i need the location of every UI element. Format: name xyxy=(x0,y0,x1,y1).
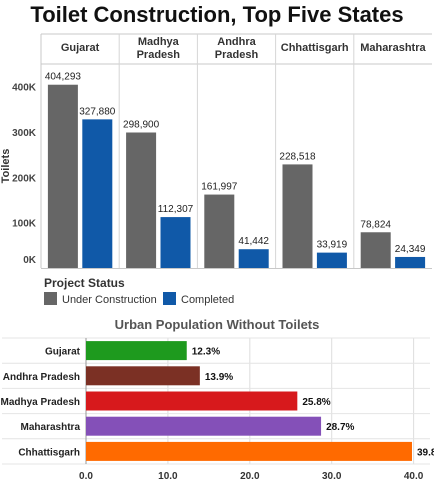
bar-under-construction-madhya-pradesh xyxy=(126,132,157,268)
data-label-completed-gujarat: 327,880 xyxy=(79,106,116,117)
data-label-under-construction-chhattisgarh: 228,518 xyxy=(279,151,316,162)
hbar-label-andhra-pradesh: 13.9% xyxy=(205,372,233,383)
row-label-gujarat: Gujarat xyxy=(45,347,81,358)
bar-under-construction-gujarat xyxy=(47,84,78,268)
data-label-completed-madhya-pradesh: 112,307 xyxy=(158,204,194,215)
bar-completed-maharashtra xyxy=(395,256,426,268)
bar-completed-gujarat xyxy=(82,119,113,268)
legend-title: Project Status xyxy=(44,276,125,290)
y-tick-200k: 200K xyxy=(12,173,37,184)
data-label-completed-maharashtra: 24,349 xyxy=(395,244,426,255)
hbar-label-gujarat: 12.3% xyxy=(192,347,220,358)
category-header-andhra-pradesh: Andhra Pradesh xyxy=(215,36,259,61)
data-label-under-construction-gujarat: 404,293 xyxy=(45,72,82,83)
data-label-under-construction-maharashtra: 78,824 xyxy=(360,219,391,230)
hbar-chhattisgarh xyxy=(86,441,412,461)
bar-completed-chhattisgarh xyxy=(316,252,347,268)
chart2-title: Urban Population Without Toilets xyxy=(115,317,320,332)
data-label-completed-chhattisgarh: 33,919 xyxy=(317,240,348,251)
y-tick-100k: 100K xyxy=(12,219,37,230)
row-label-andhra-pradesh: Andhra Pradesh xyxy=(3,372,80,383)
row-label-madhya-pradesh: Madhya Pradesh xyxy=(1,397,80,408)
hbar-madhya-pradesh xyxy=(86,391,298,411)
data-label-under-construction-madhya-pradesh: 298,900 xyxy=(123,119,160,130)
category-header-maharashtra: Maharashtra xyxy=(360,42,426,54)
x-tick-0-0: 0.0 xyxy=(79,471,93,482)
bar-under-construction-chhattisgarh xyxy=(282,164,313,268)
legend-label-under-construction: Under Construction xyxy=(62,294,157,306)
legend-swatch-under-construction xyxy=(44,292,57,305)
y-tick-400k: 400K xyxy=(12,83,37,94)
x-tick-10-0: 10.0 xyxy=(158,471,178,482)
x-tick-20-0: 20.0 xyxy=(240,471,260,482)
chart-title: Toilet Construction, Top Five States xyxy=(30,2,403,27)
y-tick-300k: 300K xyxy=(12,128,37,139)
hbar-label-maharashtra: 28.7% xyxy=(326,422,354,433)
hbar-andhra-pradesh xyxy=(86,366,200,386)
bar-under-construction-andhra-pradesh xyxy=(204,194,235,268)
category-header-chhattisgarh: Chhattisgarh xyxy=(281,42,349,54)
category-header-gujarat: Gujarat xyxy=(61,42,100,54)
row-label-chhattisgarh: Chhattisgarh xyxy=(18,447,80,458)
bar-completed-andhra-pradesh xyxy=(238,249,269,268)
data-label-under-construction-andhra-pradesh: 161,997 xyxy=(201,182,238,193)
legend-swatch-completed xyxy=(163,292,176,305)
x-tick-30-0: 30.0 xyxy=(322,471,342,482)
hbar-label-chhattisgarh: 39.8% xyxy=(417,447,434,458)
hbar-gujarat xyxy=(86,341,187,361)
y-axis-label: Toilets xyxy=(0,149,12,184)
hbar-label-madhya-pradesh: 25.8% xyxy=(302,397,330,408)
category-header-madhya-pradesh: Madhya Pradesh xyxy=(137,36,181,61)
bar-under-construction-maharashtra xyxy=(360,232,391,268)
legend-label-completed: Completed xyxy=(181,294,234,306)
row-label-maharashtra: Maharashtra xyxy=(21,422,81,433)
data-label-completed-andhra-pradesh: 41,442 xyxy=(238,236,269,247)
bar-completed-madhya-pradesh xyxy=(160,217,191,268)
hbar-maharashtra xyxy=(86,416,322,436)
x-tick-40-0: 40.0 xyxy=(404,471,424,482)
y-tick-0k: 0K xyxy=(23,255,37,266)
